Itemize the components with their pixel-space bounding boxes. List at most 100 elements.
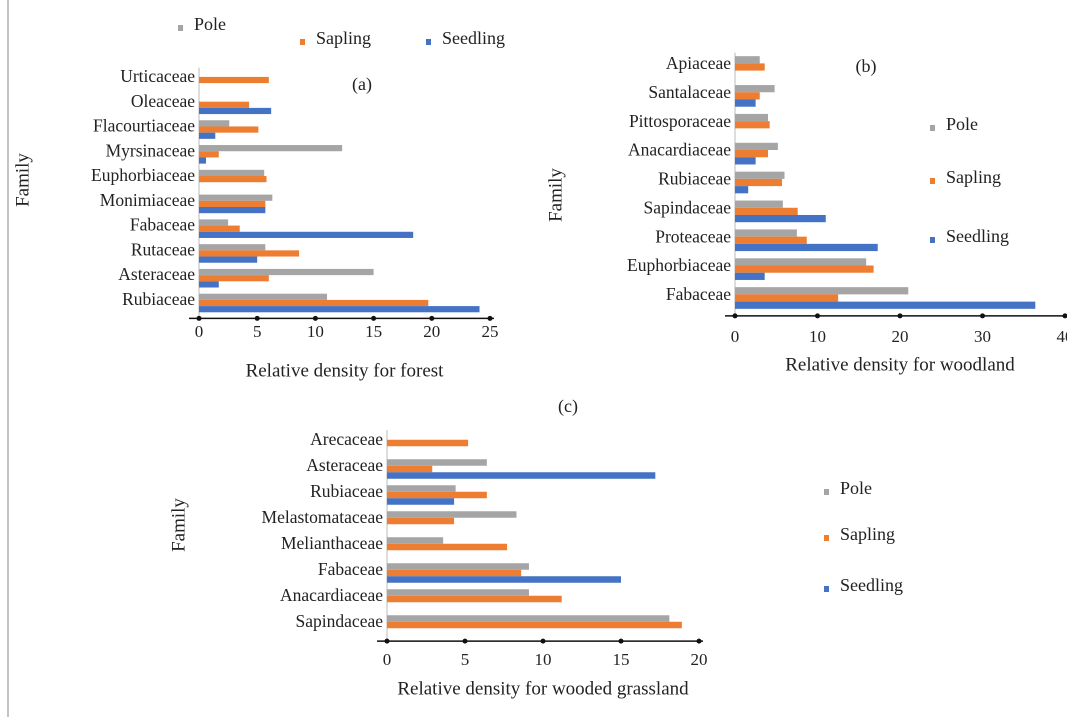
x-tick-label: 5 bbox=[253, 322, 262, 341]
legend-marker bbox=[824, 586, 829, 592]
bar bbox=[735, 272, 765, 280]
bar bbox=[199, 145, 343, 152]
tick-mark bbox=[618, 638, 624, 644]
legend-marker bbox=[178, 25, 183, 31]
y-tick-label: Melianthaceae bbox=[281, 533, 383, 553]
bar bbox=[387, 498, 455, 505]
bar bbox=[199, 268, 374, 276]
y-tick-label: Urticaceae bbox=[120, 66, 195, 86]
bar bbox=[199, 132, 216, 139]
bar bbox=[735, 121, 770, 129]
y-tick-label: Santalaceae bbox=[648, 82, 731, 102]
y-tick-label: Euphorbiaceae bbox=[627, 255, 731, 275]
bar bbox=[199, 244, 266, 251]
bar bbox=[199, 231, 414, 238]
panel-label: (b) bbox=[856, 56, 877, 77]
tick-mark bbox=[429, 315, 435, 321]
bar bbox=[199, 101, 250, 108]
x-tick-label: 0 bbox=[195, 322, 204, 341]
bar bbox=[199, 250, 300, 257]
legend-marker bbox=[930, 125, 935, 131]
bar bbox=[387, 517, 455, 525]
tick-mark bbox=[980, 313, 985, 319]
bar bbox=[735, 63, 765, 71]
y-tick-label: Rubiaceae bbox=[310, 481, 383, 501]
legend-label: Pole bbox=[946, 114, 978, 134]
y-tick-label: Flacourtiaceae bbox=[93, 116, 195, 136]
x-tick-label: 10 bbox=[307, 322, 324, 341]
legend-marker bbox=[300, 39, 305, 45]
bar bbox=[735, 186, 749, 194]
tick-mark bbox=[897, 313, 903, 319]
bar bbox=[199, 275, 269, 282]
legend-marker bbox=[426, 39, 431, 45]
legend-label: Sapling bbox=[316, 28, 371, 48]
tick-mark bbox=[384, 638, 390, 644]
bar bbox=[387, 439, 469, 447]
y-tick-label: Rubiaceae bbox=[122, 289, 195, 309]
y-tick-label: Apiaceae bbox=[666, 53, 731, 73]
bar bbox=[387, 543, 508, 551]
bar bbox=[735, 157, 756, 165]
x-tick-label: 15 bbox=[365, 322, 382, 341]
bar bbox=[735, 113, 768, 122]
bar bbox=[735, 229, 797, 237]
bar bbox=[199, 206, 266, 214]
bar bbox=[199, 200, 266, 207]
x-tick-label: 30 bbox=[974, 327, 991, 346]
tick-mark bbox=[696, 638, 702, 644]
bar bbox=[199, 219, 229, 226]
legend-marker bbox=[824, 535, 829, 541]
bar bbox=[199, 169, 265, 177]
y-tick-label: Euphorbiaceae bbox=[91, 165, 195, 185]
y-tick-label: Myrsinaceae bbox=[106, 140, 196, 160]
tick-mark bbox=[254, 315, 260, 321]
bar bbox=[735, 85, 775, 93]
legend-marker bbox=[824, 489, 829, 495]
bar bbox=[199, 225, 240, 232]
legend-label: Seedling bbox=[442, 28, 505, 48]
tick-mark bbox=[1062, 313, 1067, 319]
x-axis-label: Relative density for forest bbox=[246, 360, 445, 381]
y-tick-label: Fabaceae bbox=[130, 215, 195, 235]
bar bbox=[387, 511, 517, 518]
x-tick-label: 0 bbox=[731, 327, 740, 346]
bar bbox=[387, 563, 529, 570]
y-tick-label: Oleaceae bbox=[131, 91, 195, 111]
bar bbox=[735, 294, 839, 302]
y-tick-label: Monimiaceae bbox=[100, 190, 195, 210]
y-tick-label: Melastomataceae bbox=[262, 507, 384, 527]
panel-label: (c) bbox=[558, 396, 578, 417]
bar bbox=[735, 258, 867, 266]
bar bbox=[387, 576, 621, 583]
bar bbox=[735, 99, 756, 107]
tick-mark bbox=[487, 315, 493, 321]
bar bbox=[199, 194, 273, 201]
tick-mark bbox=[371, 315, 377, 321]
bar bbox=[199, 176, 267, 183]
x-tick-label: 25 bbox=[482, 322, 499, 341]
legend-marker bbox=[930, 237, 935, 243]
legend-label: Sapling bbox=[840, 524, 895, 544]
bar bbox=[735, 243, 878, 252]
y-tick-label: Sapindaceae bbox=[644, 197, 732, 217]
y-tick-label: Fabaceae bbox=[318, 559, 383, 579]
bar bbox=[387, 472, 656, 479]
bar bbox=[387, 595, 562, 603]
x-tick-label: 5 bbox=[461, 650, 470, 669]
y-tick-label: Rubiaceae bbox=[658, 169, 731, 189]
y-tick-label: Sapindaceae bbox=[296, 611, 384, 631]
bar bbox=[387, 621, 682, 629]
y-axis-label: Family bbox=[168, 498, 189, 552]
bar bbox=[387, 569, 522, 577]
x-tick-label: 0 bbox=[383, 650, 392, 669]
bar bbox=[735, 200, 783, 208]
x-tick-label: 10 bbox=[535, 650, 552, 669]
y-axis-label: Family bbox=[12, 153, 33, 207]
bar bbox=[735, 56, 760, 64]
y-tick-label: Proteaceae bbox=[655, 226, 731, 246]
legend-label: Pole bbox=[194, 14, 226, 34]
legend-marker bbox=[930, 178, 935, 184]
bar bbox=[199, 76, 269, 84]
bar bbox=[199, 306, 480, 313]
